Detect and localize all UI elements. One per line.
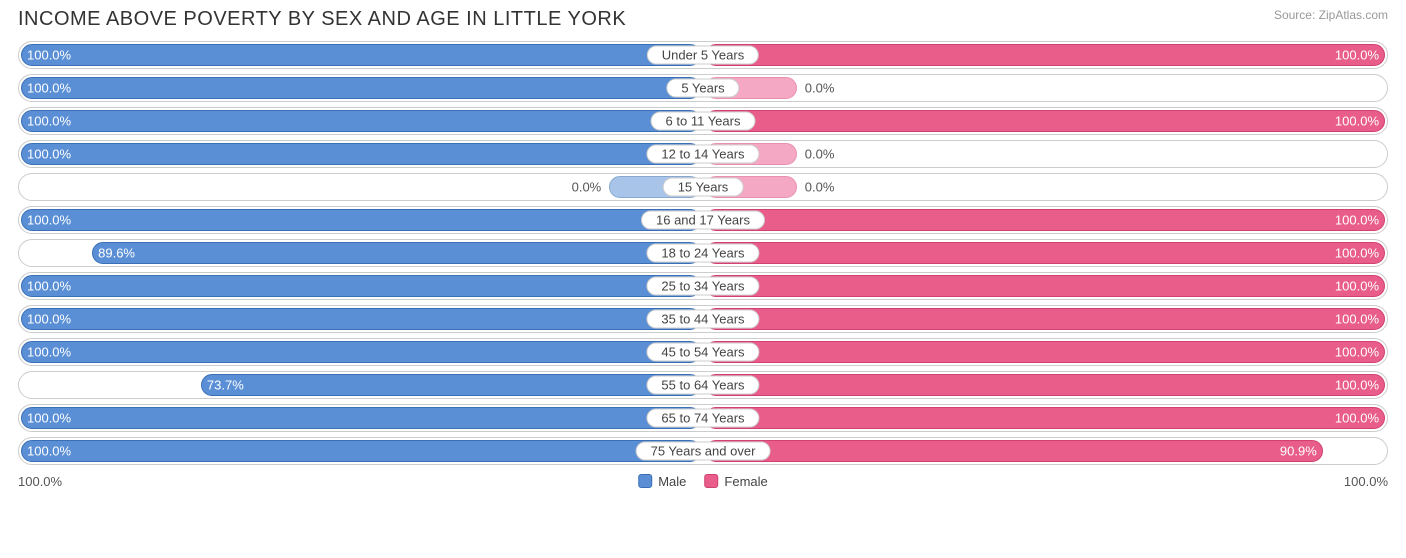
chart-row: 100.0% 0.0% 5 Years bbox=[18, 74, 1388, 102]
chart-source: Source: ZipAtlas.com bbox=[1274, 8, 1388, 22]
female-value-label: 100.0% bbox=[1335, 378, 1379, 393]
chart-row: 100.0% 100.0% 35 to 44 Years bbox=[18, 305, 1388, 333]
category-label: 25 to 34 Years bbox=[646, 277, 759, 296]
female-value-label: 100.0% bbox=[1335, 279, 1379, 294]
female-value-label: 0.0% bbox=[805, 147, 835, 162]
female-swatch-icon bbox=[704, 474, 718, 488]
legend-female-label: Female bbox=[724, 474, 767, 489]
chart-row: 100.0% 100.0% Under 5 Years bbox=[18, 41, 1388, 69]
category-label: 12 to 14 Years bbox=[646, 145, 759, 164]
male-bar bbox=[21, 341, 701, 363]
category-label: 5 Years bbox=[666, 79, 739, 98]
category-label: 16 and 17 Years bbox=[641, 211, 765, 230]
male-bar bbox=[92, 242, 701, 264]
female-bar bbox=[705, 242, 1385, 264]
female-bar bbox=[705, 209, 1385, 231]
axis-left-label: 100.0% bbox=[18, 474, 62, 489]
chart-row: 73.7% 100.0% 55 to 64 Years bbox=[18, 371, 1388, 399]
axis-right-label: 100.0% bbox=[1344, 474, 1388, 489]
female-value-label: 0.0% bbox=[805, 81, 835, 96]
category-label: 45 to 54 Years bbox=[646, 343, 759, 362]
chart-title: INCOME ABOVE POVERTY BY SEX AND AGE IN L… bbox=[18, 8, 626, 31]
category-label: 55 to 64 Years bbox=[646, 376, 759, 395]
chart-row: 100.0% 90.9% 75 Years and over bbox=[18, 437, 1388, 465]
female-bar bbox=[705, 440, 1323, 462]
male-value-label: 0.0% bbox=[572, 180, 602, 195]
female-bar bbox=[705, 341, 1385, 363]
female-value-label: 100.0% bbox=[1335, 213, 1379, 228]
male-value-label: 100.0% bbox=[27, 114, 71, 129]
male-value-label: 89.6% bbox=[98, 246, 135, 261]
male-value-label: 100.0% bbox=[27, 312, 71, 327]
male-value-label: 100.0% bbox=[27, 444, 71, 459]
female-bar bbox=[705, 275, 1385, 297]
male-value-label: 100.0% bbox=[27, 411, 71, 426]
chart-row: 100.0% 100.0% 45 to 54 Years bbox=[18, 338, 1388, 366]
male-bar bbox=[21, 308, 701, 330]
category-label: Under 5 Years bbox=[647, 46, 759, 65]
legend-male-label: Male bbox=[658, 474, 686, 489]
female-bar bbox=[705, 308, 1385, 330]
category-label: 65 to 74 Years bbox=[646, 409, 759, 428]
male-value-label: 100.0% bbox=[27, 48, 71, 63]
male-bar bbox=[201, 374, 701, 396]
male-value-label: 73.7% bbox=[207, 378, 244, 393]
female-value-label: 100.0% bbox=[1335, 411, 1379, 426]
male-value-label: 100.0% bbox=[27, 147, 71, 162]
category-label: 15 Years bbox=[663, 178, 744, 197]
category-label: 6 to 11 Years bbox=[651, 112, 756, 131]
category-label: 35 to 44 Years bbox=[646, 310, 759, 329]
chart-row: 100.0% 0.0% 12 to 14 Years bbox=[18, 140, 1388, 168]
chart-row: 100.0% 100.0% 25 to 34 Years bbox=[18, 272, 1388, 300]
female-bar bbox=[705, 374, 1385, 396]
male-value-label: 100.0% bbox=[27, 81, 71, 96]
male-bar bbox=[21, 143, 701, 165]
chart-row: 89.6% 100.0% 18 to 24 Years bbox=[18, 239, 1388, 267]
category-label: 75 Years and over bbox=[636, 442, 771, 461]
female-value-label: 90.9% bbox=[1280, 444, 1317, 459]
male-bar bbox=[21, 440, 701, 462]
legend: Male Female bbox=[638, 474, 768, 489]
female-value-label: 100.0% bbox=[1335, 246, 1379, 261]
male-bar bbox=[21, 407, 701, 429]
female-bar bbox=[705, 407, 1385, 429]
female-value-label: 100.0% bbox=[1335, 312, 1379, 327]
male-bar bbox=[21, 110, 701, 132]
male-value-label: 100.0% bbox=[27, 279, 71, 294]
female-value-label: 0.0% bbox=[805, 180, 835, 195]
chart-row: 100.0% 100.0% 65 to 74 Years bbox=[18, 404, 1388, 432]
male-value-label: 100.0% bbox=[27, 345, 71, 360]
chart-row: 0.0% 0.0% 15 Years bbox=[18, 173, 1388, 201]
chart-axis: 100.0% Male Female 100.0% bbox=[18, 471, 1388, 491]
male-value-label: 100.0% bbox=[27, 213, 71, 228]
legend-female: Female bbox=[704, 474, 767, 489]
male-bar bbox=[21, 77, 701, 99]
female-value-label: 100.0% bbox=[1335, 345, 1379, 360]
chart-header: INCOME ABOVE POVERTY BY SEX AND AGE IN L… bbox=[18, 8, 1388, 31]
chart-container: INCOME ABOVE POVERTY BY SEX AND AGE IN L… bbox=[0, 0, 1406, 503]
chart-row: 100.0% 100.0% 16 and 17 Years bbox=[18, 206, 1388, 234]
male-bar bbox=[21, 275, 701, 297]
category-label: 18 to 24 Years bbox=[646, 244, 759, 263]
male-bar bbox=[21, 209, 701, 231]
male-swatch-icon bbox=[638, 474, 652, 488]
male-bar bbox=[21, 44, 701, 66]
female-value-label: 100.0% bbox=[1335, 48, 1379, 63]
female-value-label: 100.0% bbox=[1335, 114, 1379, 129]
female-bar bbox=[705, 110, 1385, 132]
chart-row: 100.0% 100.0% 6 to 11 Years bbox=[18, 107, 1388, 135]
chart-rows: 100.0% 100.0% Under 5 Years 100.0% 0.0% 5 Yea… bbox=[18, 41, 1388, 465]
legend-male: Male bbox=[638, 474, 686, 489]
female-bar bbox=[705, 44, 1385, 66]
